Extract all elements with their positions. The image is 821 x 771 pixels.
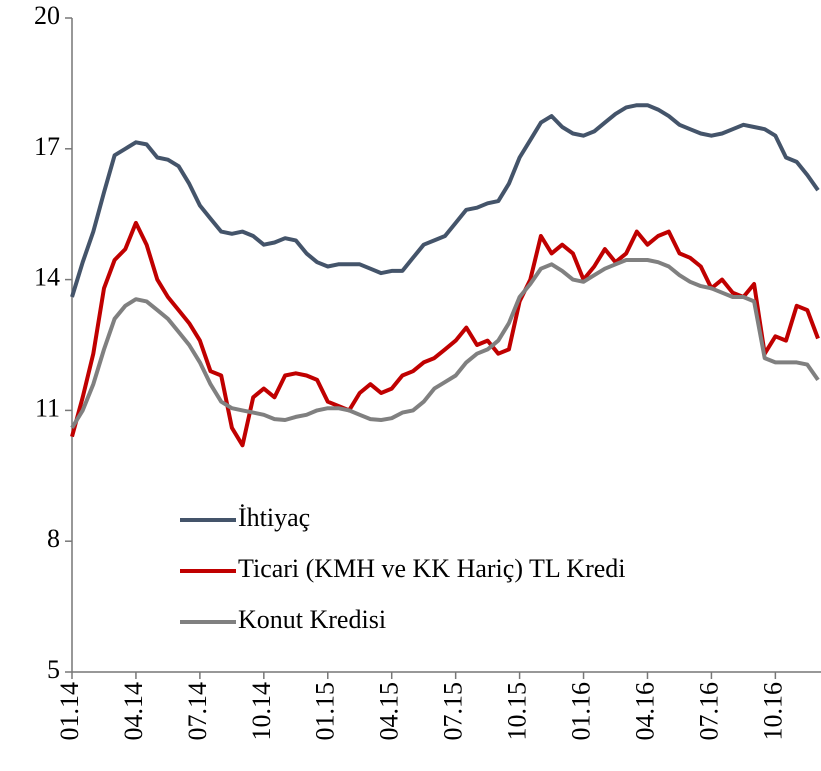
x-tick-label: 07.16 [694, 682, 723, 741]
legend-label: İhtiyaç [238, 503, 310, 532]
y-tick-label: 5 [47, 655, 60, 684]
x-tick-label: 04.14 [119, 682, 148, 741]
x-tick-label: 04.15 [375, 682, 404, 741]
y-tick-label: 20 [34, 1, 60, 30]
x-tick-label: 10.14 [247, 682, 276, 741]
x-tick-label: 10.15 [503, 682, 532, 741]
y-tick-label: 17 [34, 132, 60, 161]
legend-label: Konut Kredisi [238, 605, 386, 634]
series-line [70, 258, 820, 429]
x-tick-label: 10.16 [758, 682, 787, 741]
x-tick-label: 07.15 [439, 682, 468, 741]
series-line [70, 220, 820, 448]
x-tick-label: 01.15 [311, 682, 340, 741]
series-line [70, 103, 820, 298]
x-tick-label: 04.16 [630, 682, 659, 741]
x-tick-label: 07.14 [183, 682, 212, 741]
y-tick-label: 14 [34, 263, 60, 292]
x-tick-label: 01.14 [55, 682, 84, 741]
y-tick-label: 11 [35, 393, 60, 422]
y-tick-label: 8 [47, 524, 60, 553]
legend-label: Ticari (KMH ve KK Hariç) TL Kredi [238, 554, 626, 583]
x-tick-label: 01.16 [567, 682, 596, 741]
